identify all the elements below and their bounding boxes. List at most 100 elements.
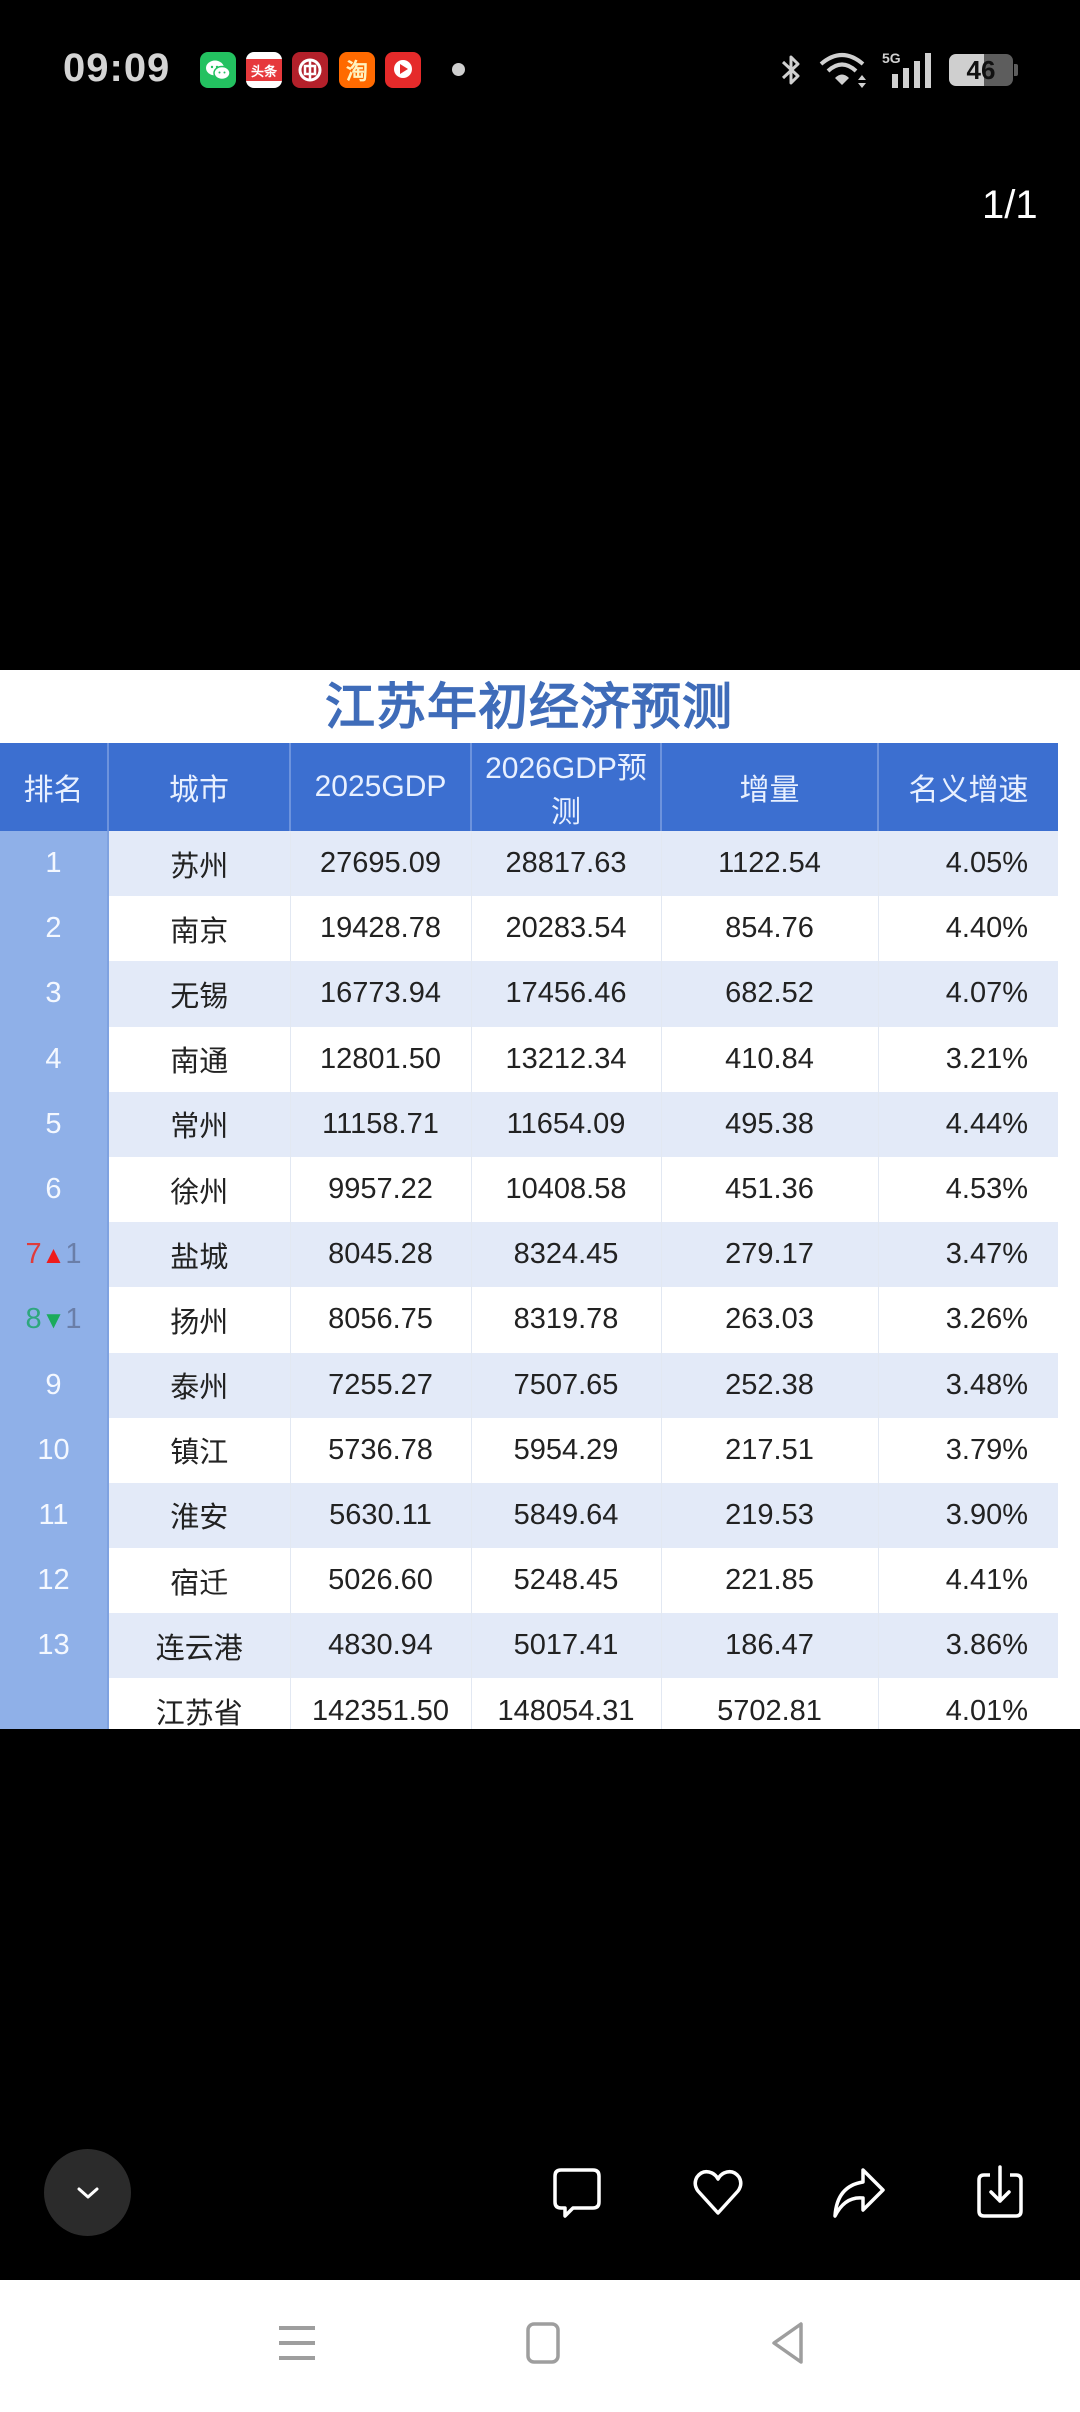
wifi-icon xyxy=(818,50,872,95)
city-cell: 江苏省 xyxy=(108,1678,291,1729)
column-header-nominal-growth: 名义增速 xyxy=(878,743,1058,831)
gdp-2025-cell: 8056.75 xyxy=(290,1287,472,1353)
more-notifications-dot xyxy=(452,63,465,76)
download-button[interactable] xyxy=(972,2165,1028,2221)
increase-cell: 1122.54 xyxy=(661,831,879,897)
increase-cell: 410.84 xyxy=(661,1026,879,1092)
svg-text:5G: 5G xyxy=(882,50,901,66)
rank-cell: 11 xyxy=(0,1482,109,1549)
table-row: 1 苏州 27695.09 28817.63 1122.54 4.05% xyxy=(0,831,1058,897)
rank-cell: 7▲1 xyxy=(0,1222,109,1288)
page-counter: 1/1 xyxy=(982,183,1038,227)
rank-cell: 13 xyxy=(0,1613,109,1679)
increase-cell: 252.38 xyxy=(661,1352,879,1418)
growth-cell: 3.21% xyxy=(878,1026,1058,1092)
gdp-2025-cell: 11158.71 xyxy=(290,1091,472,1157)
city-cell: 盐城 xyxy=(108,1222,291,1288)
gdp-2026-cell: 5849.64 xyxy=(471,1482,662,1549)
table-row: 5 常州 11158.71 11654.09 495.38 4.44% xyxy=(0,1091,1058,1157)
gdp-2026-cell: 5248.45 xyxy=(471,1548,662,1614)
gdp-2026-cell: 11654.09 xyxy=(471,1091,662,1157)
city-cell: 宿迁 xyxy=(108,1548,291,1614)
status-bar: 09:09 头条 淘 5G 46 xyxy=(0,0,1080,140)
table-row-total: 江苏省 142351.50 148054.31 5702.81 4.01% xyxy=(0,1678,1058,1729)
home-square-icon xyxy=(526,2322,560,2364)
rank-up-icon: ▲ xyxy=(41,1242,66,1270)
city-cell: 无锡 xyxy=(108,961,291,1027)
download-icon xyxy=(977,2165,1023,2218)
gdp-2025-cell: 19428.78 xyxy=(290,896,472,962)
image-margin xyxy=(1058,670,1080,1729)
growth-cell: 4.07% xyxy=(878,961,1058,1027)
growth-cell: 4.05% xyxy=(878,831,1058,897)
table-row: 9 泰州 7255.27 7507.65 252.38 3.48% xyxy=(0,1352,1058,1418)
column-header-rank: 排名 xyxy=(0,743,109,831)
menu-icon xyxy=(279,2326,315,2360)
video-app-notification-icon xyxy=(385,52,421,88)
rank-cell: 4 xyxy=(0,1026,109,1092)
growth-cell: 4.53% xyxy=(878,1156,1058,1223)
gdp-2025-cell: 5630.11 xyxy=(290,1482,472,1549)
collapse-button[interactable] xyxy=(44,2149,131,2236)
table-row: 13 连云港 4830.94 5017.41 186.47 3.86% xyxy=(0,1613,1058,1679)
rank-cell: 8▼1 xyxy=(0,1287,109,1353)
gdp-table: 排名 城市 2025GDP 2026GDP预测 增量 名义增速 1 苏州 276… xyxy=(0,743,1058,1729)
gdp-2025-cell: 142351.50 xyxy=(290,1678,472,1729)
growth-cell: 4.44% xyxy=(878,1091,1058,1157)
table-row: 2 南京 19428.78 20283.54 854.76 4.40% xyxy=(0,896,1058,962)
city-cell: 南京 xyxy=(108,896,291,962)
table-row: 3 无锡 16773.94 17456.46 682.52 4.07% xyxy=(0,961,1058,1027)
viewed-image[interactable]: 江苏年初经济预测 排名 城市 2025GDP 2026GDP预测 增量 名义增速… xyxy=(0,670,1080,1729)
city-cell: 扬州 xyxy=(108,1287,291,1353)
rank-cell: 2 xyxy=(0,896,109,962)
column-header-increase: 增量 xyxy=(661,743,879,831)
bluetooth-icon xyxy=(778,50,804,95)
growth-cell: 3.48% xyxy=(878,1352,1058,1418)
rank-cell xyxy=(0,1678,109,1729)
gdp-2026-cell: 7507.65 xyxy=(471,1352,662,1418)
gdp-2025-cell: 5026.60 xyxy=(290,1548,472,1614)
column-header-city: 城市 xyxy=(108,743,291,831)
rank-cell: 5 xyxy=(0,1091,109,1157)
home-button[interactable] xyxy=(518,2318,568,2368)
rank-cell: 12 xyxy=(0,1548,109,1614)
table-row: 7▲1 盐城 8045.28 8324.45 279.17 3.47% xyxy=(0,1222,1058,1288)
gdp-2026-cell: 148054.31 xyxy=(471,1678,662,1729)
recents-button[interactable] xyxy=(272,2318,322,2368)
comment-button[interactable] xyxy=(549,2165,605,2221)
table-header-row: 排名 城市 2025GDP 2026GDP预测 增量 名义增速 xyxy=(0,743,1058,831)
city-cell: 泰州 xyxy=(108,1352,291,1418)
increase-cell: 219.53 xyxy=(661,1482,879,1549)
comment-icon xyxy=(553,2168,601,2218)
increase-cell: 263.03 xyxy=(661,1287,879,1353)
gdp-2025-cell: 27695.09 xyxy=(290,831,472,897)
increase-cell: 217.51 xyxy=(661,1417,879,1483)
cellular-signal-icon: 5G xyxy=(882,50,936,95)
growth-cell: 3.26% xyxy=(878,1287,1058,1353)
gdp-2025-cell: 7255.27 xyxy=(290,1352,472,1418)
back-button[interactable] xyxy=(763,2318,813,2368)
rank-cell: 6 xyxy=(0,1156,109,1223)
gdp-2026-cell: 13212.34 xyxy=(471,1026,662,1092)
gdp-2025-cell: 5736.78 xyxy=(290,1417,472,1483)
increase-cell: 221.85 xyxy=(661,1548,879,1614)
share-button[interactable] xyxy=(831,2165,887,2221)
city-cell: 淮安 xyxy=(108,1482,291,1549)
increase-cell: 495.38 xyxy=(661,1091,879,1157)
gdp-2026-cell: 28817.63 xyxy=(471,831,662,897)
rank-cell: 1 xyxy=(0,831,109,897)
increase-cell: 5702.81 xyxy=(661,1678,879,1729)
gdp-2026-cell: 20283.54 xyxy=(471,896,662,962)
table-row: 4 南通 12801.50 13212.34 410.84 3.21% xyxy=(0,1026,1058,1092)
increase-cell: 451.36 xyxy=(661,1156,879,1223)
system-navigation-bar xyxy=(0,2280,1080,2412)
gdp-2025-cell: 8045.28 xyxy=(290,1222,472,1288)
like-button[interactable] xyxy=(690,2165,746,2221)
city-cell: 连云港 xyxy=(108,1613,291,1679)
column-header-gdp-2026-forecast: 2026GDP预测 xyxy=(471,743,662,831)
share-icon xyxy=(833,2168,885,2218)
bank-of-china-notification-icon xyxy=(292,52,328,88)
city-cell: 常州 xyxy=(108,1091,291,1157)
gdp-2026-cell: 5017.41 xyxy=(471,1613,662,1679)
taobao-notification-icon: 淘 xyxy=(339,52,375,88)
